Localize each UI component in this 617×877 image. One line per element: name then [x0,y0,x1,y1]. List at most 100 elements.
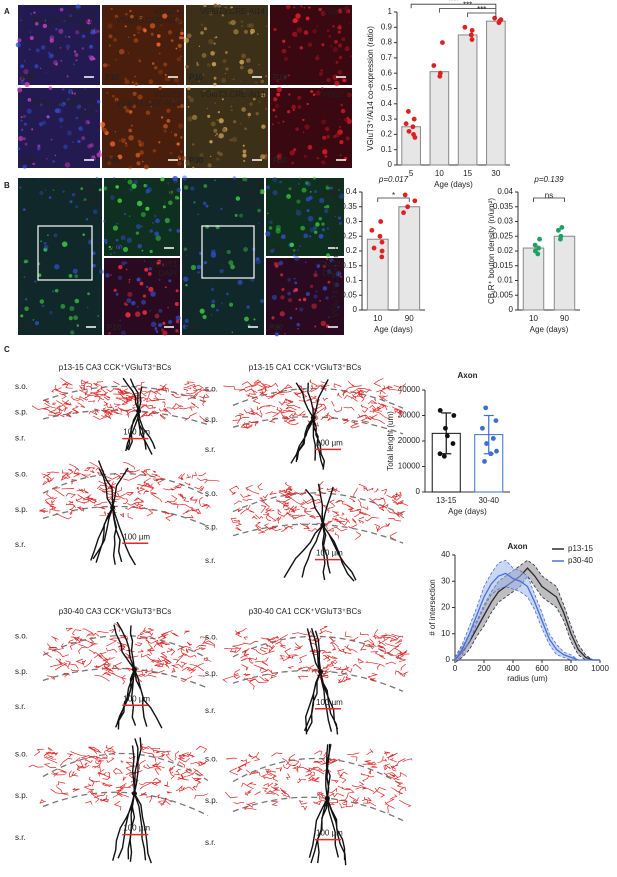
data-point [379,254,385,260]
micrograph-signal [109,155,114,160]
micrograph-signal [203,90,206,93]
micrograph-signal [24,81,30,88]
micrograph-signal [137,243,143,249]
age-label: P90 [185,323,200,332]
dendrite [290,379,329,470]
dendrite [122,377,156,455]
micrograph-signal [318,7,322,12]
micrograph-signal [208,38,214,45]
micrograph-signal [148,266,153,271]
micrograph-signal [309,227,315,233]
micrograph-signal [113,37,118,42]
micrograph-signal [342,79,346,83]
micrograph-signal [34,321,40,326]
micrograph-signal [37,144,41,148]
micrograph-signal [108,245,113,250]
micrograph-signal [337,25,342,30]
x-tick-label: 30 [491,169,500,178]
micrograph-signal [207,114,211,118]
micrograph-signal [193,201,196,204]
micrograph-signal [102,127,108,133]
reconstruction-title: p13-15 CA1 CCK⁺VGluT3⁺BCs [249,363,362,372]
micrograph-signal [208,11,213,16]
micrograph-signal [180,31,184,36]
scale-label: 100 µm [316,698,343,707]
micrograph-signal [118,244,121,247]
micrograph-signal [34,280,37,283]
micrograph-signal [174,195,179,200]
micrograph-signal [72,92,76,95]
micrograph-signal [91,251,96,256]
micrograph-signal [160,177,165,182]
micrograph-signal [162,205,166,209]
micrograph-signal [203,4,207,8]
micrograph-signal [139,150,144,155]
age-label: P90 [269,244,284,253]
micrograph-signal [128,165,133,170]
y-tick-label: 0.005 [493,290,514,299]
micrograph-signal [321,228,326,232]
micrograph-signal [81,47,85,50]
micrograph-signal [92,209,98,215]
micrograph-signal [287,74,291,77]
data-point [379,248,385,254]
micrograph-signal [102,219,106,223]
micrograph-signal [231,136,238,143]
micrograph-signal [243,90,246,93]
micrograph-signal [66,48,69,50]
panel-label: B [4,181,10,190]
micrograph-signal [294,287,299,292]
micrograph-signal [312,176,316,180]
micrograph-signal [247,12,250,15]
layer-label: s.o. [205,755,218,764]
micrograph-signal [332,47,338,53]
micrograph-signal [40,240,43,243]
micrograph-signal [129,110,133,114]
micrograph-signal [112,176,116,180]
micrograph-signal [112,225,119,231]
micrograph-signal [314,190,318,194]
micrograph-signal [68,316,73,321]
reconstruction-title: p13-15 CA3 CCK⁺VGluT3⁺BCs [59,363,172,372]
micrograph-signal [255,258,261,265]
micrograph-signal [136,277,141,282]
y-tick-label: 20 [441,603,450,612]
data-point [401,210,406,216]
micrograph-signal [285,4,291,10]
micrograph-signal [117,275,123,281]
micrograph-signal [329,186,333,190]
layer-label: s.p. [205,669,218,678]
micrograph-signal [241,53,247,59]
micrograph-signal [321,87,324,90]
micrograph-signal [325,257,329,261]
micrograph-signal [233,120,237,124]
micrograph-signal [329,258,334,263]
x-tick-label: 10 [373,314,382,323]
micrograph-signal [338,189,340,191]
micrograph [186,88,268,168]
micrograph-signal [160,24,163,27]
micrograph-signal [278,260,284,266]
bar [429,71,450,166]
micrograph-signal [240,80,242,82]
micrograph-signal [142,310,148,315]
micrograph-signal [232,176,237,180]
micrograph-signal [302,297,307,302]
micrograph-signal [24,306,29,311]
micrograph-signal [128,128,133,133]
micrograph-signal [41,45,46,50]
micrograph-signal [99,269,104,275]
micrograph-signal [154,328,158,331]
micrograph-signal [274,104,280,109]
micrograph-signal [183,185,189,190]
micrograph-signal [242,153,247,158]
channel-label: VGluT3 [70,7,98,16]
data-point [403,121,409,127]
micrograph-signal [64,35,68,39]
y-tick-label: 20000 [398,436,421,445]
axon [28,743,209,811]
micrograph-signal [303,30,309,35]
micrograph-signal [143,260,146,262]
age-label: P30 [273,156,288,165]
micrograph-signal [257,33,259,35]
